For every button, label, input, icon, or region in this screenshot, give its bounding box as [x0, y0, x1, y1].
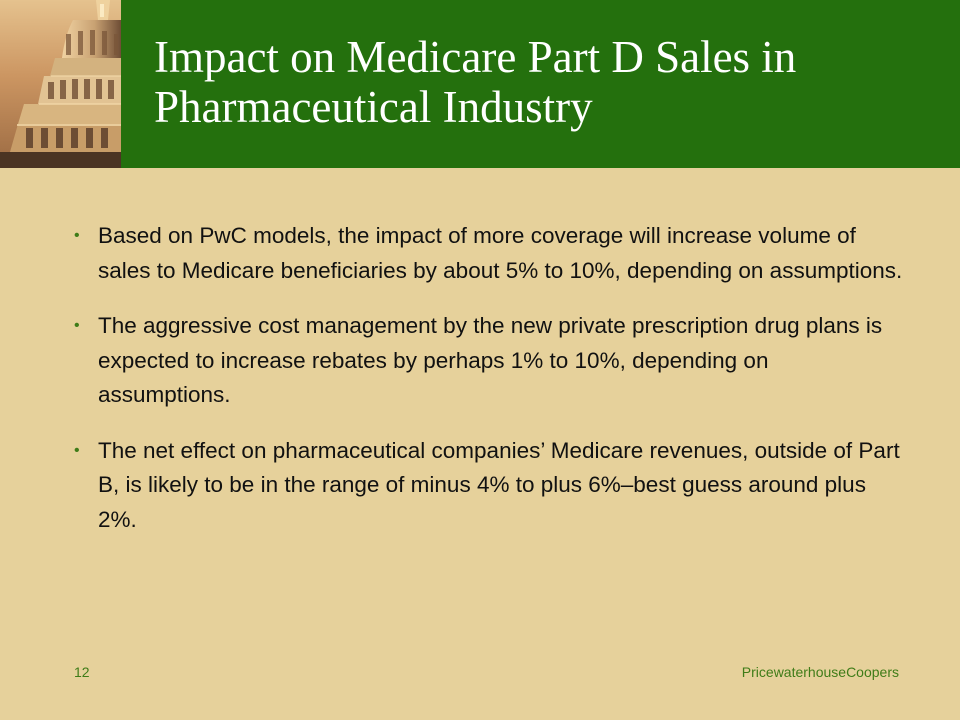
bullet-text-net-effect: The net effect on pharmaceutical compani…	[98, 437, 900, 532]
bullet-icon: •	[74, 227, 80, 244]
bullet-list: • Based on PwC models, the impact of mor…	[74, 219, 904, 558]
page-number: 12	[74, 664, 90, 680]
company-name: PricewaterhouseCoopers	[741, 664, 899, 680]
bullet-text-coverage-impact: Based on PwC models, the impact of more …	[98, 223, 903, 283]
bullet-icon: •	[74, 317, 80, 334]
capitol-dome-image	[0, 0, 121, 168]
slide-title: Impact on Medicare Part D Sales in Pharm…	[154, 32, 797, 132]
bullet-text-rebate-impact: The aggressive cost management by the ne…	[98, 313, 883, 407]
bullet-item-net-effect: • The net effect on pharmaceutical compa…	[74, 434, 904, 538]
capitol-dome-icon	[0, 0, 121, 168]
slide-header: Impact on Medicare Part D Sales in Pharm…	[0, 0, 960, 168]
bullet-item-rebate-impact: • The aggressive cost management by the …	[74, 309, 904, 413]
bullet-item-coverage-impact: • Based on PwC models, the impact of mor…	[74, 219, 904, 288]
bullet-icon: •	[74, 441, 80, 459]
